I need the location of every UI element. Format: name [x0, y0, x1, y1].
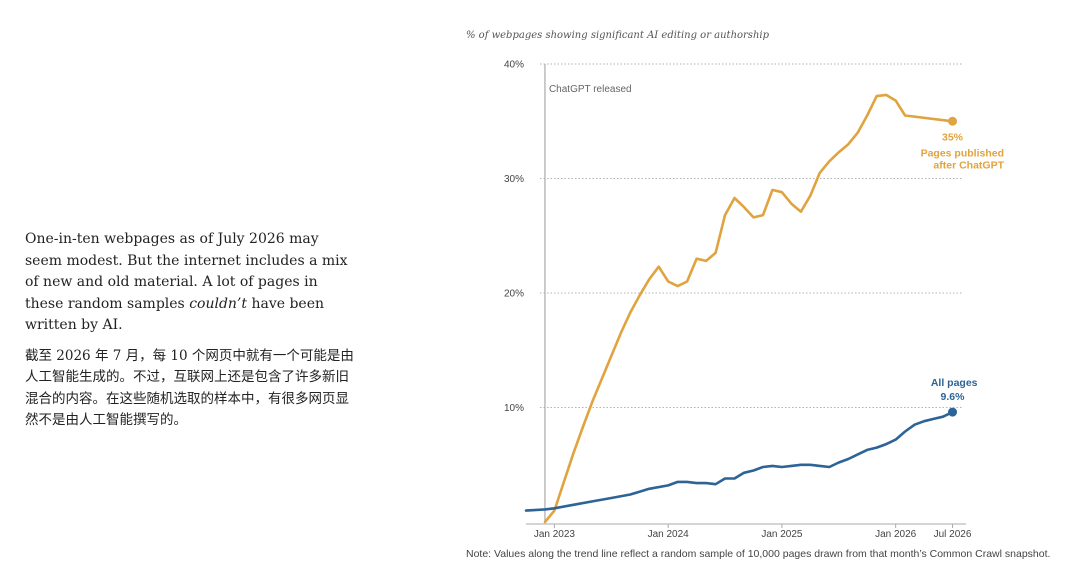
series-end-value: 35%: [942, 131, 964, 143]
x-tick-label: Jan 2025: [761, 529, 803, 540]
series-end-value: 9.6%: [941, 391, 966, 403]
series-name-label: All pages: [931, 377, 978, 389]
series-layer: [524, 93, 958, 524]
y-tick-label: 30%: [504, 174, 524, 185]
x-tick-label: Jan 2023: [534, 529, 576, 540]
chatgpt-release-label: ChatGPT released: [549, 84, 632, 95]
y-tick-label: 40%: [504, 60, 524, 71]
grid-layer: 10% 20% 30% 40%: [504, 60, 962, 414]
chart-title: % of webpages showing significant AI edi…: [466, 30, 770, 41]
x-tick-label: Jan 2024: [648, 529, 690, 540]
english-text-part2: have been written by AI.: [25, 295, 325, 334]
series-name-label: after ChatGPT: [933, 159, 1004, 171]
series-line-post-chatgpt: [543, 93, 954, 524]
chart-note: Note: Values along the trend line reflec…: [466, 548, 1051, 560]
x-axis: Jan 2023 Jan 2024 Jan 2025 Jan 2026 Jul 2026: [526, 523, 972, 540]
y-tick-label: 10%: [504, 403, 524, 414]
english-paragraph: One-in-ten webpages as of July 2026 may …: [25, 229, 355, 337]
series-line-all-pages: [524, 410, 954, 512]
annotation-layer: ChatGPT released: [544, 64, 632, 522]
chinese-paragraph: 截至 2026 年 7 月，每 10 个网页中就有一个可能是由人工智能生成的。不…: [25, 347, 354, 429]
text-block: One-in-ten webpages as of July 2026 may …: [25, 229, 355, 432]
series-name-label: Pages published: [921, 147, 1004, 159]
english-text-part1: One-in-ten webpages as of July 2026 may …: [25, 231, 348, 312]
series-endpoint: [948, 116, 958, 126]
x-tick-label: Jan 2026: [875, 529, 917, 540]
english-emphasis: couldn’t: [189, 295, 248, 312]
series-endpoint: [948, 407, 958, 417]
x-tick-label: Jul 2026: [934, 529, 972, 540]
y-tick-label: 20%: [504, 289, 524, 300]
